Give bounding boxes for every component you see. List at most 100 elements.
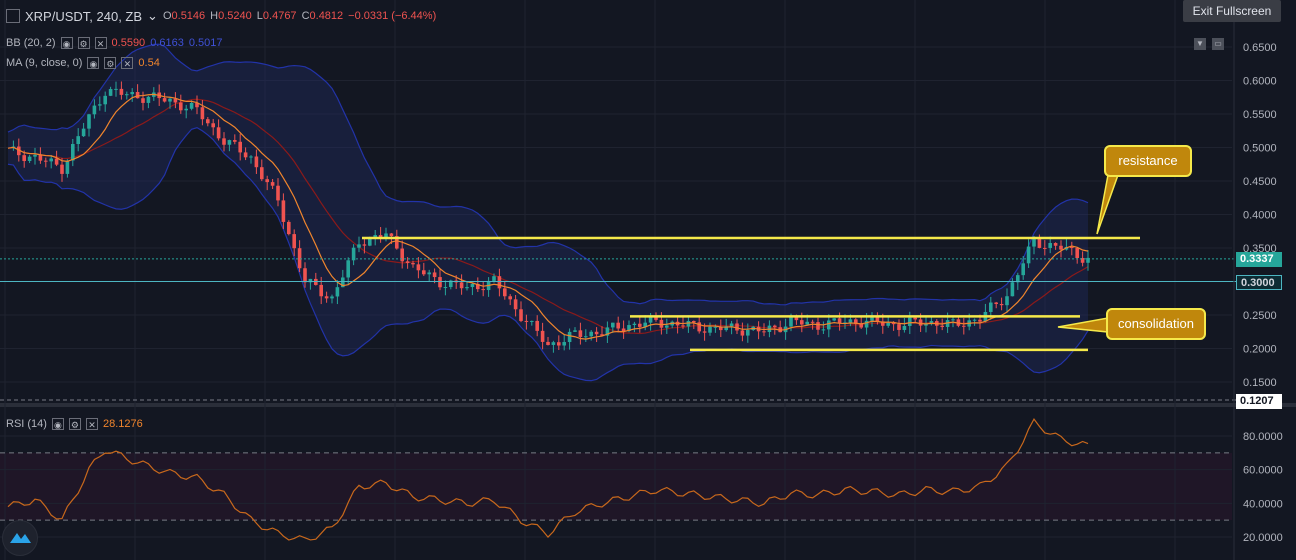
candle-body [362, 244, 367, 246]
candle-body [103, 95, 107, 105]
rsi-label[interactable]: RSI (14) [6, 418, 47, 430]
candle-body [1075, 248, 1079, 259]
candle-body [405, 261, 410, 264]
maximize-icon[interactable]: ▭ [1212, 38, 1224, 50]
close-label: C [301, 10, 310, 22]
candle-body [108, 89, 113, 96]
candle-body [724, 326, 728, 331]
candle-body [832, 318, 836, 321]
candle-body [551, 342, 556, 345]
candle-body [22, 155, 26, 162]
candle-body [859, 323, 863, 328]
candle-body [378, 235, 383, 238]
candle-body [200, 107, 205, 120]
resistance-callout[interactable]: resistance [1104, 145, 1192, 177]
close-icon[interactable]: ✕ [121, 57, 134, 69]
ma-legend: MA (9, close, 0) ◉ ⚙ ✕ 0.54 [6, 57, 160, 69]
candle-body [335, 287, 340, 297]
candle-body [1053, 243, 1058, 246]
candle-body [746, 330, 750, 336]
candle-body [395, 236, 399, 249]
bb-label[interactable]: BB (20, 2) [6, 37, 56, 49]
ma-label[interactable]: MA (9, close, 0) [6, 57, 83, 69]
rsi-value: 28.1276 [102, 418, 143, 430]
candle-body [308, 278, 313, 283]
candle-body [432, 272, 437, 278]
candle-body [130, 92, 134, 95]
bb-fill [8, 44, 1088, 381]
candle-body [87, 114, 91, 129]
candle-body [492, 276, 496, 281]
high-label: H [210, 10, 219, 22]
chevron-down-icon[interactable]: ▼ [1194, 38, 1206, 50]
candle-body [1021, 263, 1025, 276]
eye-icon[interactable]: ◉ [51, 418, 64, 430]
close-icon[interactable]: ✕ [94, 37, 107, 49]
candle-body [368, 237, 372, 246]
candle-body [438, 277, 442, 288]
consolidation-callout[interactable]: consolidation [1106, 308, 1206, 340]
chevron-down-icon[interactable]: ⌄ [147, 8, 158, 23]
candle-body [837, 318, 842, 324]
candle-body [638, 323, 642, 327]
exit-fullscreen-button[interactable]: Exit Fullscreen [1183, 0, 1281, 22]
candle-body [708, 326, 712, 333]
gear-icon[interactable]: ⚙ [68, 418, 81, 430]
candle-body [513, 299, 518, 310]
candle-body [611, 322, 615, 328]
candle-body [459, 282, 464, 289]
candle-body [897, 324, 901, 330]
candle-body [60, 164, 64, 174]
candle-body [341, 277, 345, 288]
gear-icon[interactable]: ⚙ [104, 57, 117, 69]
gear-icon[interactable]: ⚙ [77, 37, 90, 49]
candle-body [465, 287, 469, 289]
candle-body [1005, 296, 1009, 306]
rsi-legend: RSI (14) ◉ ⚙ ✕ 28.1276 [6, 418, 143, 430]
candle-body [470, 283, 475, 288]
rsi-tick-label: 60.0000 [1243, 465, 1283, 477]
candle-body [384, 233, 388, 238]
candle-body [206, 119, 210, 124]
candle-body [567, 331, 572, 343]
y-tick-label: 0.1500 [1243, 377, 1277, 389]
candle-body [848, 319, 853, 323]
eye-icon[interactable]: ◉ [87, 57, 100, 69]
candle-body [584, 336, 588, 338]
candle-body [1032, 238, 1036, 247]
candle-body [76, 136, 80, 145]
y-tick-label: 0.5500 [1243, 109, 1277, 121]
candle-body [141, 98, 145, 103]
candle-body [416, 264, 421, 271]
candle-body [908, 317, 912, 326]
candle-body [449, 280, 453, 288]
candle-body [729, 323, 734, 327]
candle-body [540, 330, 545, 342]
candle-body [643, 322, 647, 327]
candle-body [195, 102, 199, 108]
candle-body [535, 320, 539, 331]
candle-body [800, 320, 804, 325]
collapse-icon[interactable] [6, 9, 20, 23]
candle-body [357, 244, 361, 248]
candle-body [805, 321, 809, 325]
eye-icon[interactable]: ◉ [60, 37, 73, 49]
bb-upper-value: 0.6163 [150, 37, 184, 49]
candle-body [119, 88, 124, 95]
ma-line [7, 93, 1089, 340]
candle-body [524, 320, 529, 322]
candle-body [173, 98, 178, 103]
candle-body [546, 341, 550, 345]
candle-body [594, 331, 599, 335]
symbol-title[interactable]: XRP/USDT, 240, ZB [25, 8, 143, 24]
candle-body [44, 160, 48, 162]
candle-body [303, 268, 307, 283]
candle-body [929, 321, 934, 324]
candle-body [810, 321, 815, 323]
candle-body [281, 200, 286, 222]
close-icon[interactable]: ✕ [85, 418, 98, 430]
y-tick-label: 0.4000 [1243, 210, 1277, 222]
logo-icon[interactable] [2, 520, 38, 556]
candle-body [497, 276, 502, 289]
